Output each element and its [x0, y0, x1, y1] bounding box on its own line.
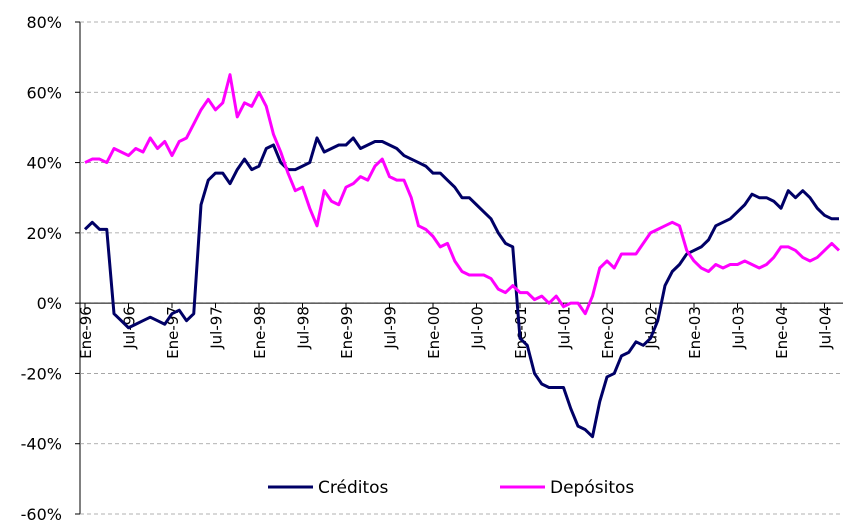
x-tick-label: Ene-99	[338, 306, 356, 359]
x-tick-label: Jul-01	[556, 306, 574, 350]
x-tick-label: Jul-03	[730, 306, 748, 350]
y-tick-label: -20%	[21, 364, 62, 383]
legend-label: Depósitos	[550, 478, 634, 498]
x-tick-label: Jul-02	[643, 306, 661, 350]
x-tick-label: Ene-02	[599, 306, 617, 359]
y-tick-label: -60%	[21, 505, 62, 524]
x-tick-label: Ene-98	[251, 306, 269, 359]
series-line	[83, 136, 839, 439]
y-tick-label: 20%	[26, 224, 62, 243]
x-tick-label: Jul-97	[208, 306, 226, 350]
x-tick-label: Ene-96	[77, 306, 95, 359]
x-tick-label: Ene-04	[773, 306, 791, 359]
legend-label: Créditos	[318, 478, 389, 498]
y-tick-label: -40%	[21, 435, 62, 454]
x-tick-label: Ene-03	[686, 306, 704, 359]
y-tick-label: 0%	[37, 294, 62, 313]
series-line	[84, 73, 841, 316]
y-tick-label: 40%	[26, 154, 62, 173]
x-tick-label: Jul-99	[382, 306, 400, 350]
x-tick-label: Ene-00	[425, 306, 443, 359]
x-tick-label: Jul-98	[295, 306, 313, 350]
y-tick-label: 80%	[26, 13, 62, 32]
x-tick-label: Jul-00	[469, 306, 487, 350]
y-tick-label: 60%	[26, 83, 62, 102]
x-tick-label: Jul-04	[817, 306, 835, 350]
